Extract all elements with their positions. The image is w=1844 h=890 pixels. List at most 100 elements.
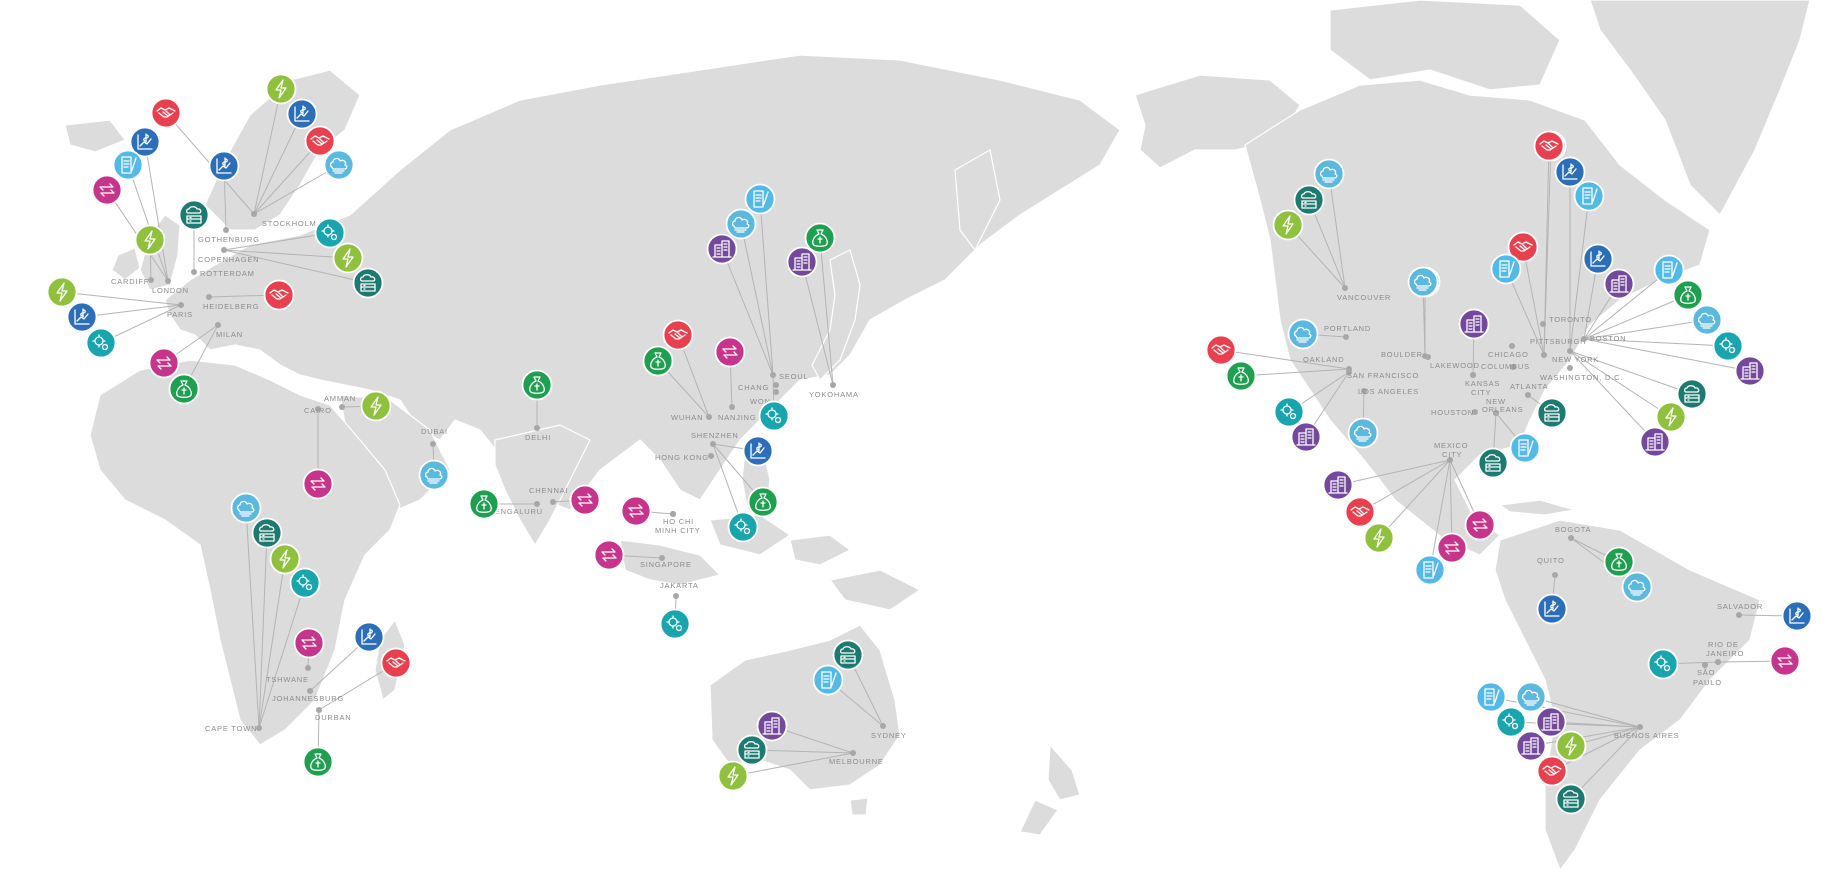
- map-marker-settings[interactable]: [758, 400, 790, 432]
- city-dot[interactable]: [1470, 372, 1476, 378]
- city-dot[interactable]: [670, 511, 676, 517]
- marker-circle[interactable]: [1436, 532, 1468, 564]
- map-marker-partnership[interactable]: [1205, 334, 1237, 366]
- map-marker-finance[interactable]: [1672, 279, 1704, 311]
- marker-circle[interactable]: [1536, 755, 1568, 787]
- marker-circle[interactable]: [1407, 266, 1439, 298]
- map-marker-document[interactable]: [1490, 253, 1522, 285]
- map-marker-buildings[interactable]: [706, 233, 738, 265]
- marker-circle[interactable]: [1272, 209, 1304, 241]
- map-marker-finance[interactable]: [1225, 360, 1257, 392]
- marker-circle[interactable]: [1509, 432, 1541, 464]
- map-marker-data-center[interactable]: [1536, 397, 1568, 429]
- map-marker-energy[interactable]: [332, 242, 364, 274]
- map-marker-settings[interactable]: [659, 608, 691, 640]
- city-dot[interactable]: [1425, 354, 1431, 360]
- marker-circle[interactable]: [1464, 509, 1496, 541]
- map-marker-finance[interactable]: [1603, 546, 1635, 578]
- city-dot[interactable]: [223, 227, 229, 233]
- map-marker-partnership[interactable]: [1507, 231, 1539, 263]
- map-marker-cloud[interactable]: [230, 492, 262, 524]
- map-marker-buildings[interactable]: [756, 710, 788, 742]
- map-marker-data-center[interactable]: [178, 199, 210, 231]
- city-dot[interactable]: [1736, 612, 1742, 618]
- map-marker-document[interactable]: [1573, 180, 1605, 212]
- map-marker-exchange[interactable]: [91, 174, 123, 206]
- map-marker-settings[interactable]: [1273, 396, 1305, 428]
- map-marker-cloud[interactable]: [1621, 571, 1653, 603]
- map-marker-buildings[interactable]: [1734, 355, 1766, 387]
- marker-circle[interactable]: [1293, 184, 1325, 216]
- map-marker-cloud[interactable]: [1287, 318, 1319, 350]
- city-dot[interactable]: [550, 499, 556, 505]
- map-marker-investment[interactable]: [742, 435, 774, 467]
- marker-circle[interactable]: [758, 400, 790, 432]
- map-marker-energy[interactable]: [360, 390, 392, 422]
- map-marker-buildings[interactable]: [1535, 706, 1567, 738]
- marker-circle[interactable]: [1712, 330, 1744, 362]
- map-marker-energy[interactable]: [269, 543, 301, 575]
- map-marker-document[interactable]: [1653, 254, 1685, 286]
- map-marker-data-center[interactable]: [1676, 378, 1708, 410]
- map-marker-data-center[interactable]: [832, 639, 864, 671]
- city-dot[interactable]: [659, 555, 665, 561]
- map-marker-finance[interactable]: [747, 486, 779, 518]
- marker-circle[interactable]: [744, 183, 776, 215]
- map-marker-exchange[interactable]: [293, 627, 325, 659]
- map-marker-cloud[interactable]: [323, 149, 355, 181]
- city-dot[interactable]: [830, 382, 836, 388]
- marker-circle[interactable]: [832, 639, 864, 671]
- marker-circle[interactable]: [1573, 180, 1605, 212]
- map-marker-finance[interactable]: [302, 746, 334, 778]
- map-marker-finance[interactable]: [521, 369, 553, 401]
- map-marker-investment[interactable]: [66, 301, 98, 333]
- map-marker-data-center[interactable]: [1477, 447, 1509, 479]
- marker-circle[interactable]: [1691, 304, 1723, 336]
- marker-circle[interactable]: [314, 217, 346, 249]
- marker-circle[interactable]: [1287, 318, 1319, 350]
- marker-circle[interactable]: [323, 149, 355, 181]
- map-marker-cloud[interactable]: [1515, 681, 1547, 713]
- marker-circle[interactable]: [812, 664, 844, 696]
- map-marker-investment[interactable]: [208, 150, 240, 182]
- map-marker-data-center[interactable]: [736, 734, 768, 766]
- map-marker-finance[interactable]: [642, 345, 674, 377]
- city-dot[interactable]: [1715, 659, 1721, 665]
- map-marker-energy[interactable]: [1655, 401, 1687, 433]
- city-dot[interactable]: [1346, 369, 1352, 375]
- city-dot[interactable]: [880, 723, 886, 729]
- marker-circle[interactable]: [230, 492, 262, 524]
- marker-circle[interactable]: [1344, 496, 1376, 528]
- marker-circle[interactable]: [148, 347, 180, 379]
- marker-circle[interactable]: [1347, 417, 1379, 449]
- city-dot[interactable]: [729, 404, 735, 410]
- city-dot[interactable]: [339, 404, 345, 410]
- map-marker-energy[interactable]: [265, 73, 297, 105]
- map-marker-energy[interactable]: [717, 760, 749, 792]
- city-dot[interactable]: [1541, 352, 1547, 358]
- map-marker-partnership[interactable]: [150, 97, 182, 129]
- map-marker-partnership[interactable]: [1533, 130, 1565, 162]
- map-marker-partnership[interactable]: [1536, 755, 1568, 787]
- marker-circle[interactable]: [1769, 645, 1801, 677]
- map-marker-settings[interactable]: [289, 567, 321, 599]
- marker-circle[interactable]: [725, 208, 757, 240]
- city-dot[interactable]: [430, 441, 436, 447]
- map-marker-partnership[interactable]: [380, 647, 412, 679]
- marker-circle[interactable]: [269, 543, 301, 575]
- map-marker-document[interactable]: [1475, 681, 1507, 713]
- map-marker-partnership[interactable]: [662, 319, 694, 351]
- map-marker-settings[interactable]: [314, 217, 346, 249]
- city-dot[interactable]: [1361, 388, 1367, 394]
- map-marker-exchange[interactable]: [148, 347, 180, 379]
- map-marker-cloud[interactable]: [1691, 304, 1723, 336]
- marker-circle[interactable]: [1647, 648, 1679, 680]
- city-dot[interactable]: [706, 414, 712, 420]
- marker-circle[interactable]: [1363, 522, 1395, 554]
- map-marker-document[interactable]: [1509, 432, 1541, 464]
- map-marker-finance[interactable]: [804, 222, 836, 254]
- city-dot[interactable]: [1343, 334, 1349, 340]
- city-dot[interactable]: [165, 278, 171, 284]
- city-dot[interactable]: [1702, 662, 1708, 668]
- map-marker-buildings[interactable]: [1458, 308, 1490, 340]
